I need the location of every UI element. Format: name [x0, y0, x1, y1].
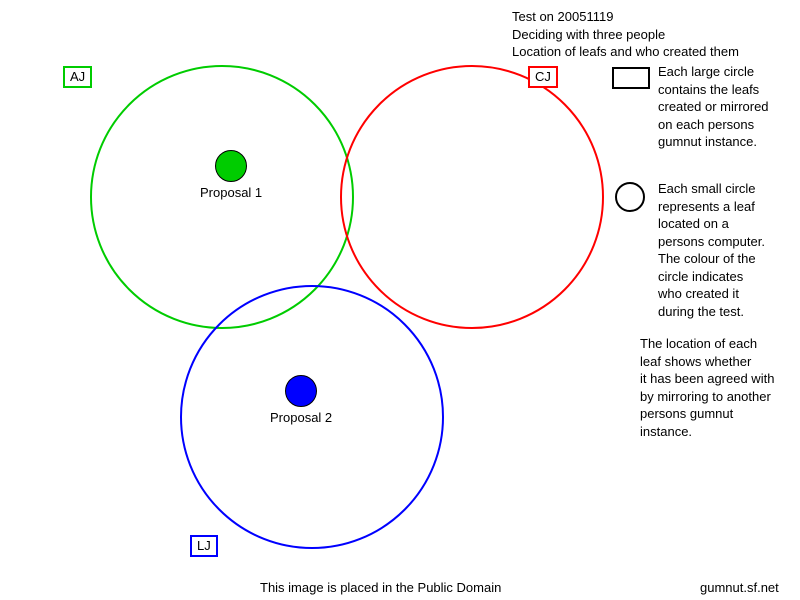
person-label-aj: AJ — [63, 66, 92, 88]
leaf-proposal2 — [285, 375, 317, 407]
person-label-lj: LJ — [190, 535, 218, 557]
person-label-cj: CJ — [528, 66, 558, 88]
leaf-proposal1 — [215, 150, 247, 182]
header-text: Test on 20051119 Deciding with three peo… — [512, 8, 739, 61]
person-circle-cj — [340, 65, 604, 329]
legend-large-circle-icon — [612, 67, 650, 89]
footer-public-domain: This image is placed in the Public Domai… — [260, 580, 501, 595]
legend-small-circle-icon — [615, 182, 645, 212]
leaf-label-proposal2: Proposal 2 — [270, 410, 332, 425]
legend-small-circle-text: Each small circle represents a leaf loca… — [658, 180, 765, 320]
legend-note-text: The location of each leaf shows whether … — [640, 335, 774, 440]
footer-site: gumnut.sf.net — [700, 580, 779, 595]
leaf-label-proposal1: Proposal 1 — [200, 185, 262, 200]
legend-large-circle-text: Each large circle contains the leafs cre… — [658, 63, 769, 151]
